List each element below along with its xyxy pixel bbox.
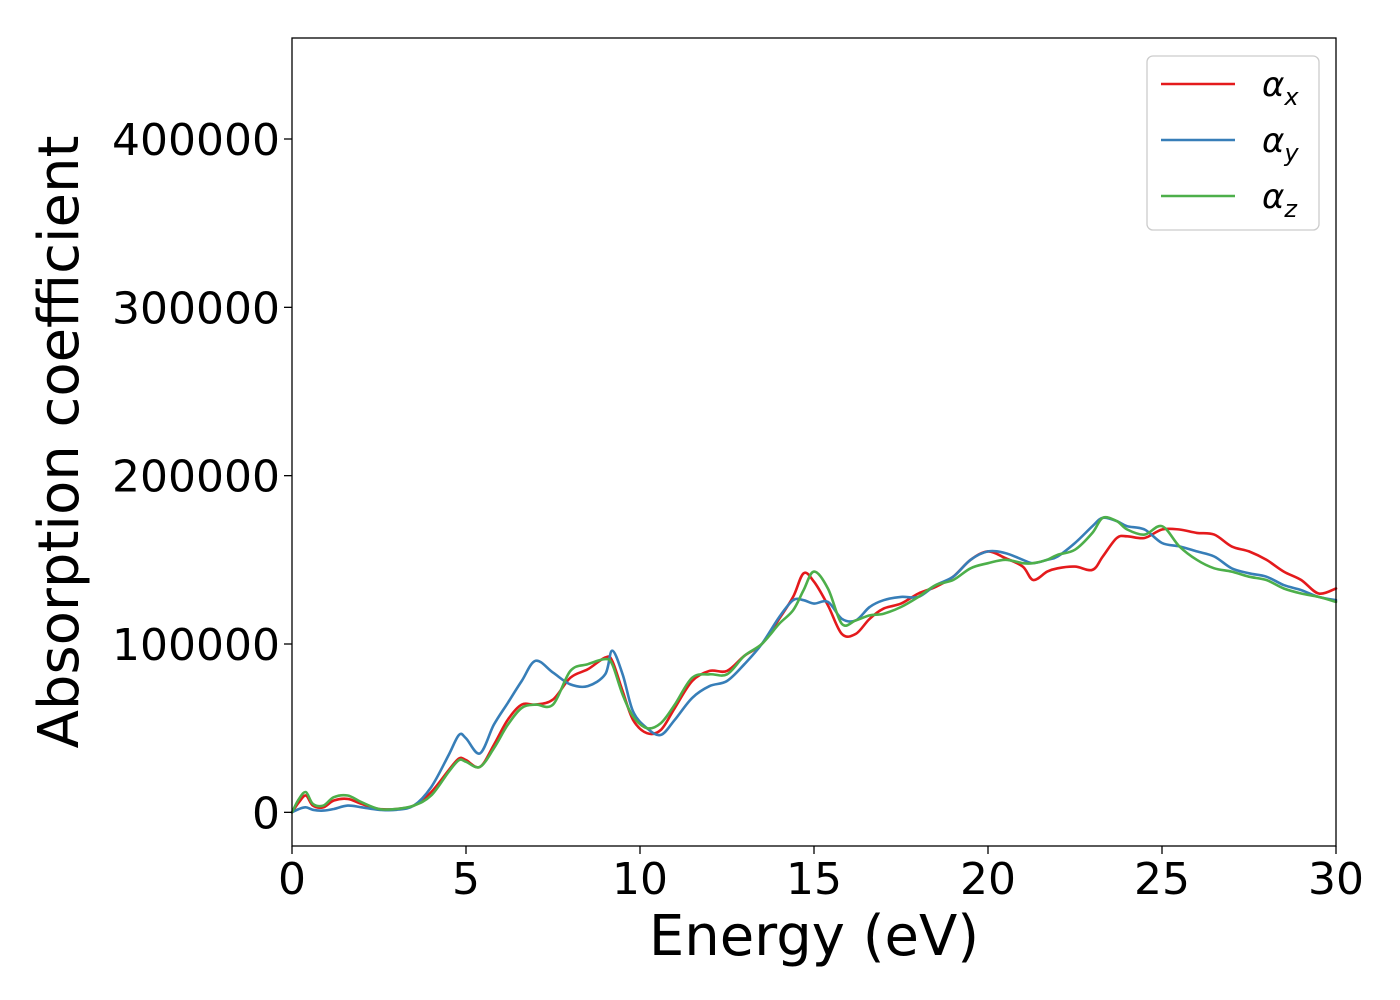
y-tick-label: 200000 bbox=[112, 452, 280, 503]
legend-label-symbol: α bbox=[1262, 177, 1284, 217]
x-tick-label: 15 bbox=[786, 854, 842, 905]
x-tick-label: 20 bbox=[960, 854, 1016, 905]
legend-label-subscript: z bbox=[1283, 195, 1298, 223]
y-tick-label: 400000 bbox=[112, 115, 280, 166]
y-tick-label: 300000 bbox=[112, 283, 280, 334]
series-layer bbox=[290, 515, 1338, 814]
y-axis: 0 100000 200000 300000 400000 bbox=[112, 115, 292, 839]
legend-label: αz bbox=[1262, 177, 1298, 223]
legend-label-symbol: α bbox=[1262, 121, 1284, 161]
x-tick-label: 10 bbox=[612, 854, 668, 905]
y-axis-title: Absorption coefficient bbox=[27, 136, 92, 749]
x-tick-label: 5 bbox=[452, 854, 480, 905]
legend-label-subscript: x bbox=[1283, 83, 1299, 111]
x-tick-label: 30 bbox=[1308, 854, 1364, 905]
series-line-z bbox=[290, 515, 1338, 814]
legend-box bbox=[1146, 55, 1320, 231]
legend-label-subscript: y bbox=[1283, 139, 1299, 167]
y-tick-label: 0 bbox=[252, 788, 280, 839]
x-tick-label: 0 bbox=[278, 854, 306, 905]
legend-label: αx bbox=[1262, 65, 1299, 111]
x-axis: 0 5 10 15 20 25 30 bbox=[278, 846, 1364, 905]
x-tick-label: 25 bbox=[1134, 854, 1190, 905]
legend-label: αy bbox=[1262, 121, 1299, 167]
x-axis-title: Energy (eV) bbox=[649, 904, 979, 969]
legend-label-symbol: α bbox=[1262, 65, 1284, 105]
y-tick-label: 100000 bbox=[112, 620, 280, 671]
series-line-y bbox=[290, 516, 1338, 814]
